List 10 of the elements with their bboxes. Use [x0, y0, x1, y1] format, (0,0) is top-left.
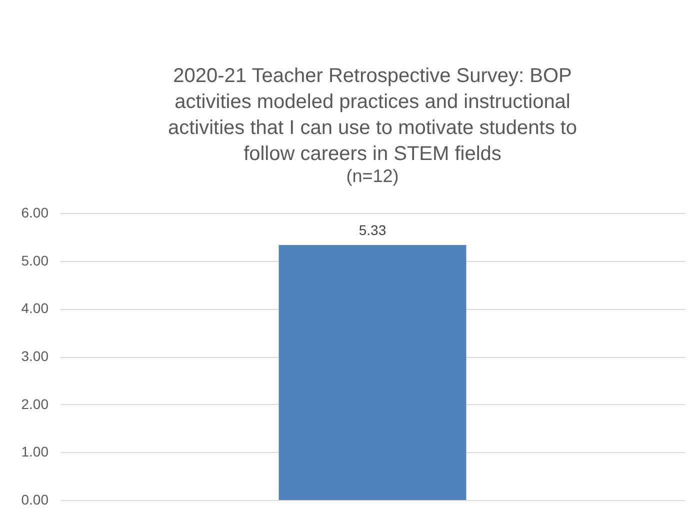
- y-tick-label: 5.00: [21, 252, 49, 268]
- y-tick-label: 4.00: [21, 300, 49, 316]
- chart-title: 2020-21 Teacher Retrospective Survey: BOP activities modeled practices and instructional activities that I can use to motivate students to follow careers in STEM fields: [168, 65, 578, 165]
- y-tick-label: 6.00: [21, 204, 49, 220]
- y-tick-label: 2.00: [21, 396, 49, 412]
- chart-subtitle: (n=12): [346, 166, 399, 186]
- y-tick-label: 1.00: [21, 444, 49, 460]
- y-tick-label: 0.00: [21, 492, 49, 508]
- data-label: 5.33: [358, 222, 386, 238]
- y-tick-label: 3.00: [21, 348, 49, 364]
